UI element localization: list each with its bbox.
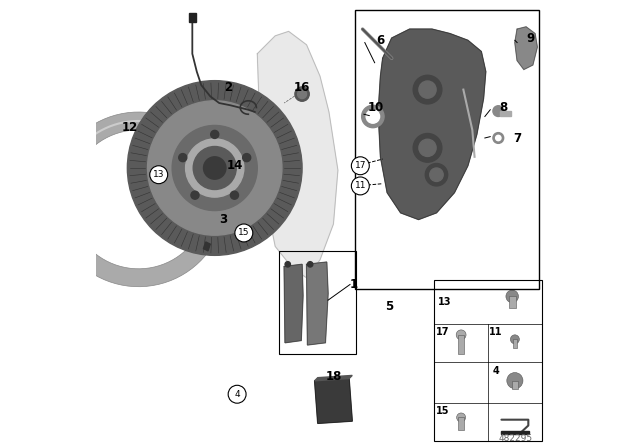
Circle shape [148, 101, 282, 235]
Circle shape [211, 130, 219, 138]
Circle shape [351, 157, 369, 175]
Text: 15: 15 [238, 228, 250, 237]
Circle shape [511, 335, 520, 344]
Bar [458, 418, 464, 430]
Text: 13: 13 [153, 170, 164, 179]
Circle shape [298, 90, 307, 99]
Circle shape [362, 105, 384, 128]
Text: 17: 17 [436, 327, 449, 337]
Circle shape [507, 373, 523, 389]
Circle shape [430, 168, 444, 181]
Polygon shape [378, 29, 486, 220]
Bar [189, 13, 196, 22]
Circle shape [366, 110, 380, 123]
Circle shape [351, 177, 369, 195]
Circle shape [295, 87, 309, 101]
Circle shape [193, 146, 236, 190]
Text: 4: 4 [493, 366, 499, 376]
Circle shape [228, 385, 246, 403]
Circle shape [172, 125, 257, 211]
Text: 8: 8 [500, 101, 508, 114]
Circle shape [235, 224, 253, 242]
Circle shape [285, 262, 291, 267]
Polygon shape [307, 262, 328, 345]
Bar [435, 280, 541, 441]
Polygon shape [315, 379, 352, 423]
Circle shape [243, 154, 251, 162]
Text: 11: 11 [490, 327, 503, 337]
Circle shape [230, 191, 239, 199]
Circle shape [179, 154, 187, 162]
Circle shape [150, 166, 168, 184]
Circle shape [307, 262, 313, 267]
Text: 18: 18 [325, 370, 342, 383]
Circle shape [495, 135, 501, 141]
Text: 15: 15 [436, 406, 449, 416]
Bar [513, 339, 517, 348]
Circle shape [413, 134, 442, 162]
Text: 2: 2 [224, 81, 232, 94]
Circle shape [506, 290, 518, 303]
Circle shape [493, 133, 504, 143]
Circle shape [127, 81, 302, 255]
Text: 11: 11 [355, 181, 366, 190]
Circle shape [426, 164, 448, 186]
Text: 9: 9 [527, 31, 534, 45]
Bar [279, 251, 356, 354]
Circle shape [191, 191, 199, 199]
Bar [509, 297, 516, 309]
Text: 6: 6 [376, 34, 385, 47]
Circle shape [456, 330, 466, 340]
Text: 12: 12 [122, 121, 138, 134]
Circle shape [493, 106, 504, 116]
Polygon shape [515, 27, 538, 69]
Text: 4: 4 [234, 390, 240, 399]
Polygon shape [284, 264, 303, 343]
Circle shape [233, 167, 244, 178]
Text: 14: 14 [227, 159, 243, 172]
Circle shape [235, 169, 242, 176]
Circle shape [419, 139, 436, 156]
Circle shape [204, 157, 226, 179]
Bar [512, 381, 518, 389]
Text: 5: 5 [385, 300, 394, 314]
Polygon shape [51, 112, 221, 287]
Bar [500, 111, 511, 116]
Circle shape [419, 81, 436, 98]
Text: 16: 16 [294, 81, 310, 94]
Text: 13: 13 [438, 297, 452, 307]
Circle shape [186, 139, 244, 197]
Polygon shape [315, 375, 352, 381]
Text: 10: 10 [368, 101, 384, 114]
Polygon shape [204, 242, 210, 251]
Text: 1: 1 [349, 278, 358, 291]
Text: 482295: 482295 [499, 434, 533, 443]
Bar [458, 335, 464, 354]
Text: 3: 3 [220, 213, 228, 226]
Text: 7: 7 [513, 132, 521, 146]
Circle shape [456, 413, 466, 422]
Bar [500, 431, 529, 435]
Text: 17: 17 [355, 161, 366, 170]
Circle shape [413, 75, 442, 104]
Polygon shape [257, 31, 338, 278]
Bar [355, 10, 539, 289]
